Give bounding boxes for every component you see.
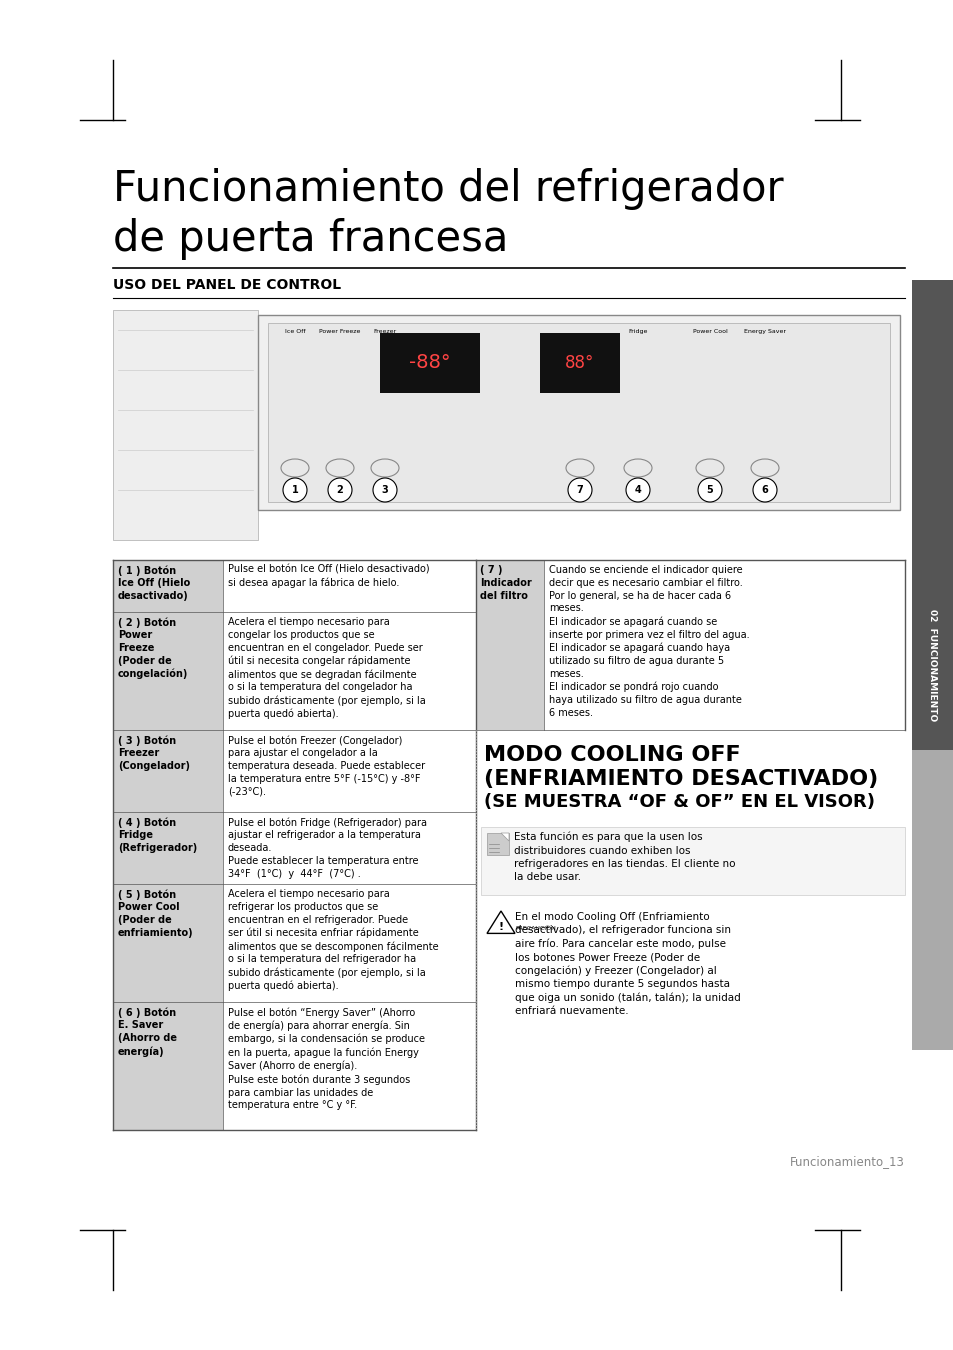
FancyBboxPatch shape — [268, 323, 889, 502]
Circle shape — [752, 478, 776, 502]
Circle shape — [625, 478, 649, 502]
Text: Acelera el tiempo necesario para
refrigerar los productos que se
encuentran en e: Acelera el tiempo necesario para refrige… — [228, 890, 438, 991]
Text: Funcionamiento del refrigerador: Funcionamiento del refrigerador — [112, 167, 782, 211]
Text: 7: 7 — [576, 485, 583, 495]
Text: Funcionamiento_13: Funcionamiento_13 — [789, 1156, 904, 1168]
Text: ( 4 ) Botón
Fridge
(Refrigerador): ( 4 ) Botón Fridge (Refrigerador) — [118, 817, 197, 853]
Text: Ice Off: Ice Off — [284, 329, 305, 333]
Text: Power Cool: Power Cool — [692, 329, 726, 333]
Circle shape — [567, 478, 592, 502]
Circle shape — [328, 478, 352, 502]
FancyBboxPatch shape — [257, 315, 899, 510]
Text: Pulse el botón Ice Off (Hielo desactivado)
si desea apagar la fábrica de hielo.: Pulse el botón Ice Off (Hielo desactivad… — [228, 566, 429, 589]
Text: de puerta francesa: de puerta francesa — [112, 217, 508, 261]
Text: Esta función es para que la usen los
distribuidores cuando exhiben los
refrigera: Esta función es para que la usen los dis… — [514, 832, 735, 882]
Text: 2: 2 — [336, 485, 343, 495]
Text: USO DEL PANEL DE CONTROL: USO DEL PANEL DE CONTROL — [112, 278, 341, 292]
Text: !: ! — [497, 922, 503, 931]
Text: Energy Saver: Energy Saver — [743, 329, 785, 333]
FancyBboxPatch shape — [911, 751, 953, 1050]
Text: -88°: -88° — [409, 354, 451, 373]
Text: 6: 6 — [760, 485, 767, 495]
FancyBboxPatch shape — [112, 884, 223, 1002]
Ellipse shape — [281, 459, 309, 477]
Text: Pulse el botón Freezer (Congelador)
para ajustar el congelador a la
temperatura : Pulse el botón Freezer (Congelador) para… — [228, 734, 425, 796]
FancyBboxPatch shape — [480, 828, 904, 895]
FancyBboxPatch shape — [112, 560, 223, 612]
Text: ( 2 ) Botón
Power
Freeze
(Poder de
congelación): ( 2 ) Botón Power Freeze (Poder de conge… — [118, 617, 188, 679]
Text: ( 5 ) Botón
Power Cool
(Poder de
enfriamiento): ( 5 ) Botón Power Cool (Poder de enfriam… — [118, 890, 193, 938]
Text: PRECAUCIÓN: PRECAUCIÓN — [515, 926, 556, 931]
FancyBboxPatch shape — [486, 833, 509, 855]
FancyBboxPatch shape — [379, 333, 479, 393]
Text: Fridge: Fridge — [628, 329, 647, 333]
FancyBboxPatch shape — [476, 560, 543, 730]
Circle shape — [373, 478, 396, 502]
Text: ( 1 ) Botón
Ice Off (Hielo
desactivado): ( 1 ) Botón Ice Off (Hielo desactivado) — [118, 566, 190, 601]
Text: (ENFRIAMIENTO DESACTIVADO): (ENFRIAMIENTO DESACTIVADO) — [483, 769, 878, 788]
Text: 3: 3 — [381, 485, 388, 495]
Text: ( 7 )
Indicador
del filtro: ( 7 ) Indicador del filtro — [479, 566, 531, 601]
Ellipse shape — [696, 459, 723, 477]
Text: En el modo Cooling Off (Enfriamiento
desactivado), el refrigerador funciona sin
: En el modo Cooling Off (Enfriamiento des… — [515, 913, 740, 1017]
Polygon shape — [500, 833, 509, 841]
Text: 4: 4 — [634, 485, 640, 495]
Text: (SE MUESTRA “OF & OF” EN EL VISOR): (SE MUESTRA “OF & OF” EN EL VISOR) — [483, 792, 874, 811]
FancyBboxPatch shape — [112, 730, 223, 811]
Ellipse shape — [623, 459, 651, 477]
Text: Acelera el tiempo necesario para
congelar los productos que se
encuentran en el : Acelera el tiempo necesario para congela… — [228, 617, 425, 720]
Text: Cuando se enciende el indicador quiere
decir que es necesario cambiar el filtro.: Cuando se enciende el indicador quiere d… — [548, 566, 749, 718]
Text: 88°: 88° — [565, 354, 594, 373]
FancyBboxPatch shape — [112, 1002, 223, 1130]
Text: 5: 5 — [706, 485, 713, 495]
Text: 1: 1 — [292, 485, 298, 495]
FancyBboxPatch shape — [112, 811, 223, 884]
Ellipse shape — [565, 459, 594, 477]
FancyBboxPatch shape — [911, 279, 953, 751]
Text: MODO COOLING OFF: MODO COOLING OFF — [483, 745, 740, 765]
Text: Pulse el botón “Energy Saver” (Ahorro
de energía) para ahorrar energía. Sin
emba: Pulse el botón “Energy Saver” (Ahorro de… — [228, 1007, 424, 1111]
FancyBboxPatch shape — [112, 612, 223, 730]
FancyBboxPatch shape — [112, 310, 257, 540]
Circle shape — [283, 478, 307, 502]
Text: ( 6 ) Botón
E. Saver
(Ahorro de
energía): ( 6 ) Botón E. Saver (Ahorro de energía) — [118, 1007, 177, 1057]
Ellipse shape — [371, 459, 398, 477]
Circle shape — [698, 478, 721, 502]
Ellipse shape — [326, 459, 354, 477]
Text: Pulse el botón Fridge (Refrigerador) para
ajustar el refrigerador a la temperatu: Pulse el botón Fridge (Refrigerador) par… — [228, 817, 427, 879]
Text: ( 3 ) Botón
Freezer
(Congelador): ( 3 ) Botón Freezer (Congelador) — [118, 734, 190, 771]
Text: Freezer: Freezer — [373, 329, 396, 333]
Text: Power Freeze: Power Freeze — [319, 329, 360, 333]
Ellipse shape — [750, 459, 779, 477]
Text: 02  FUNCIONAMIENTO: 02 FUNCIONAMIENTO — [927, 609, 937, 721]
FancyBboxPatch shape — [539, 333, 619, 393]
